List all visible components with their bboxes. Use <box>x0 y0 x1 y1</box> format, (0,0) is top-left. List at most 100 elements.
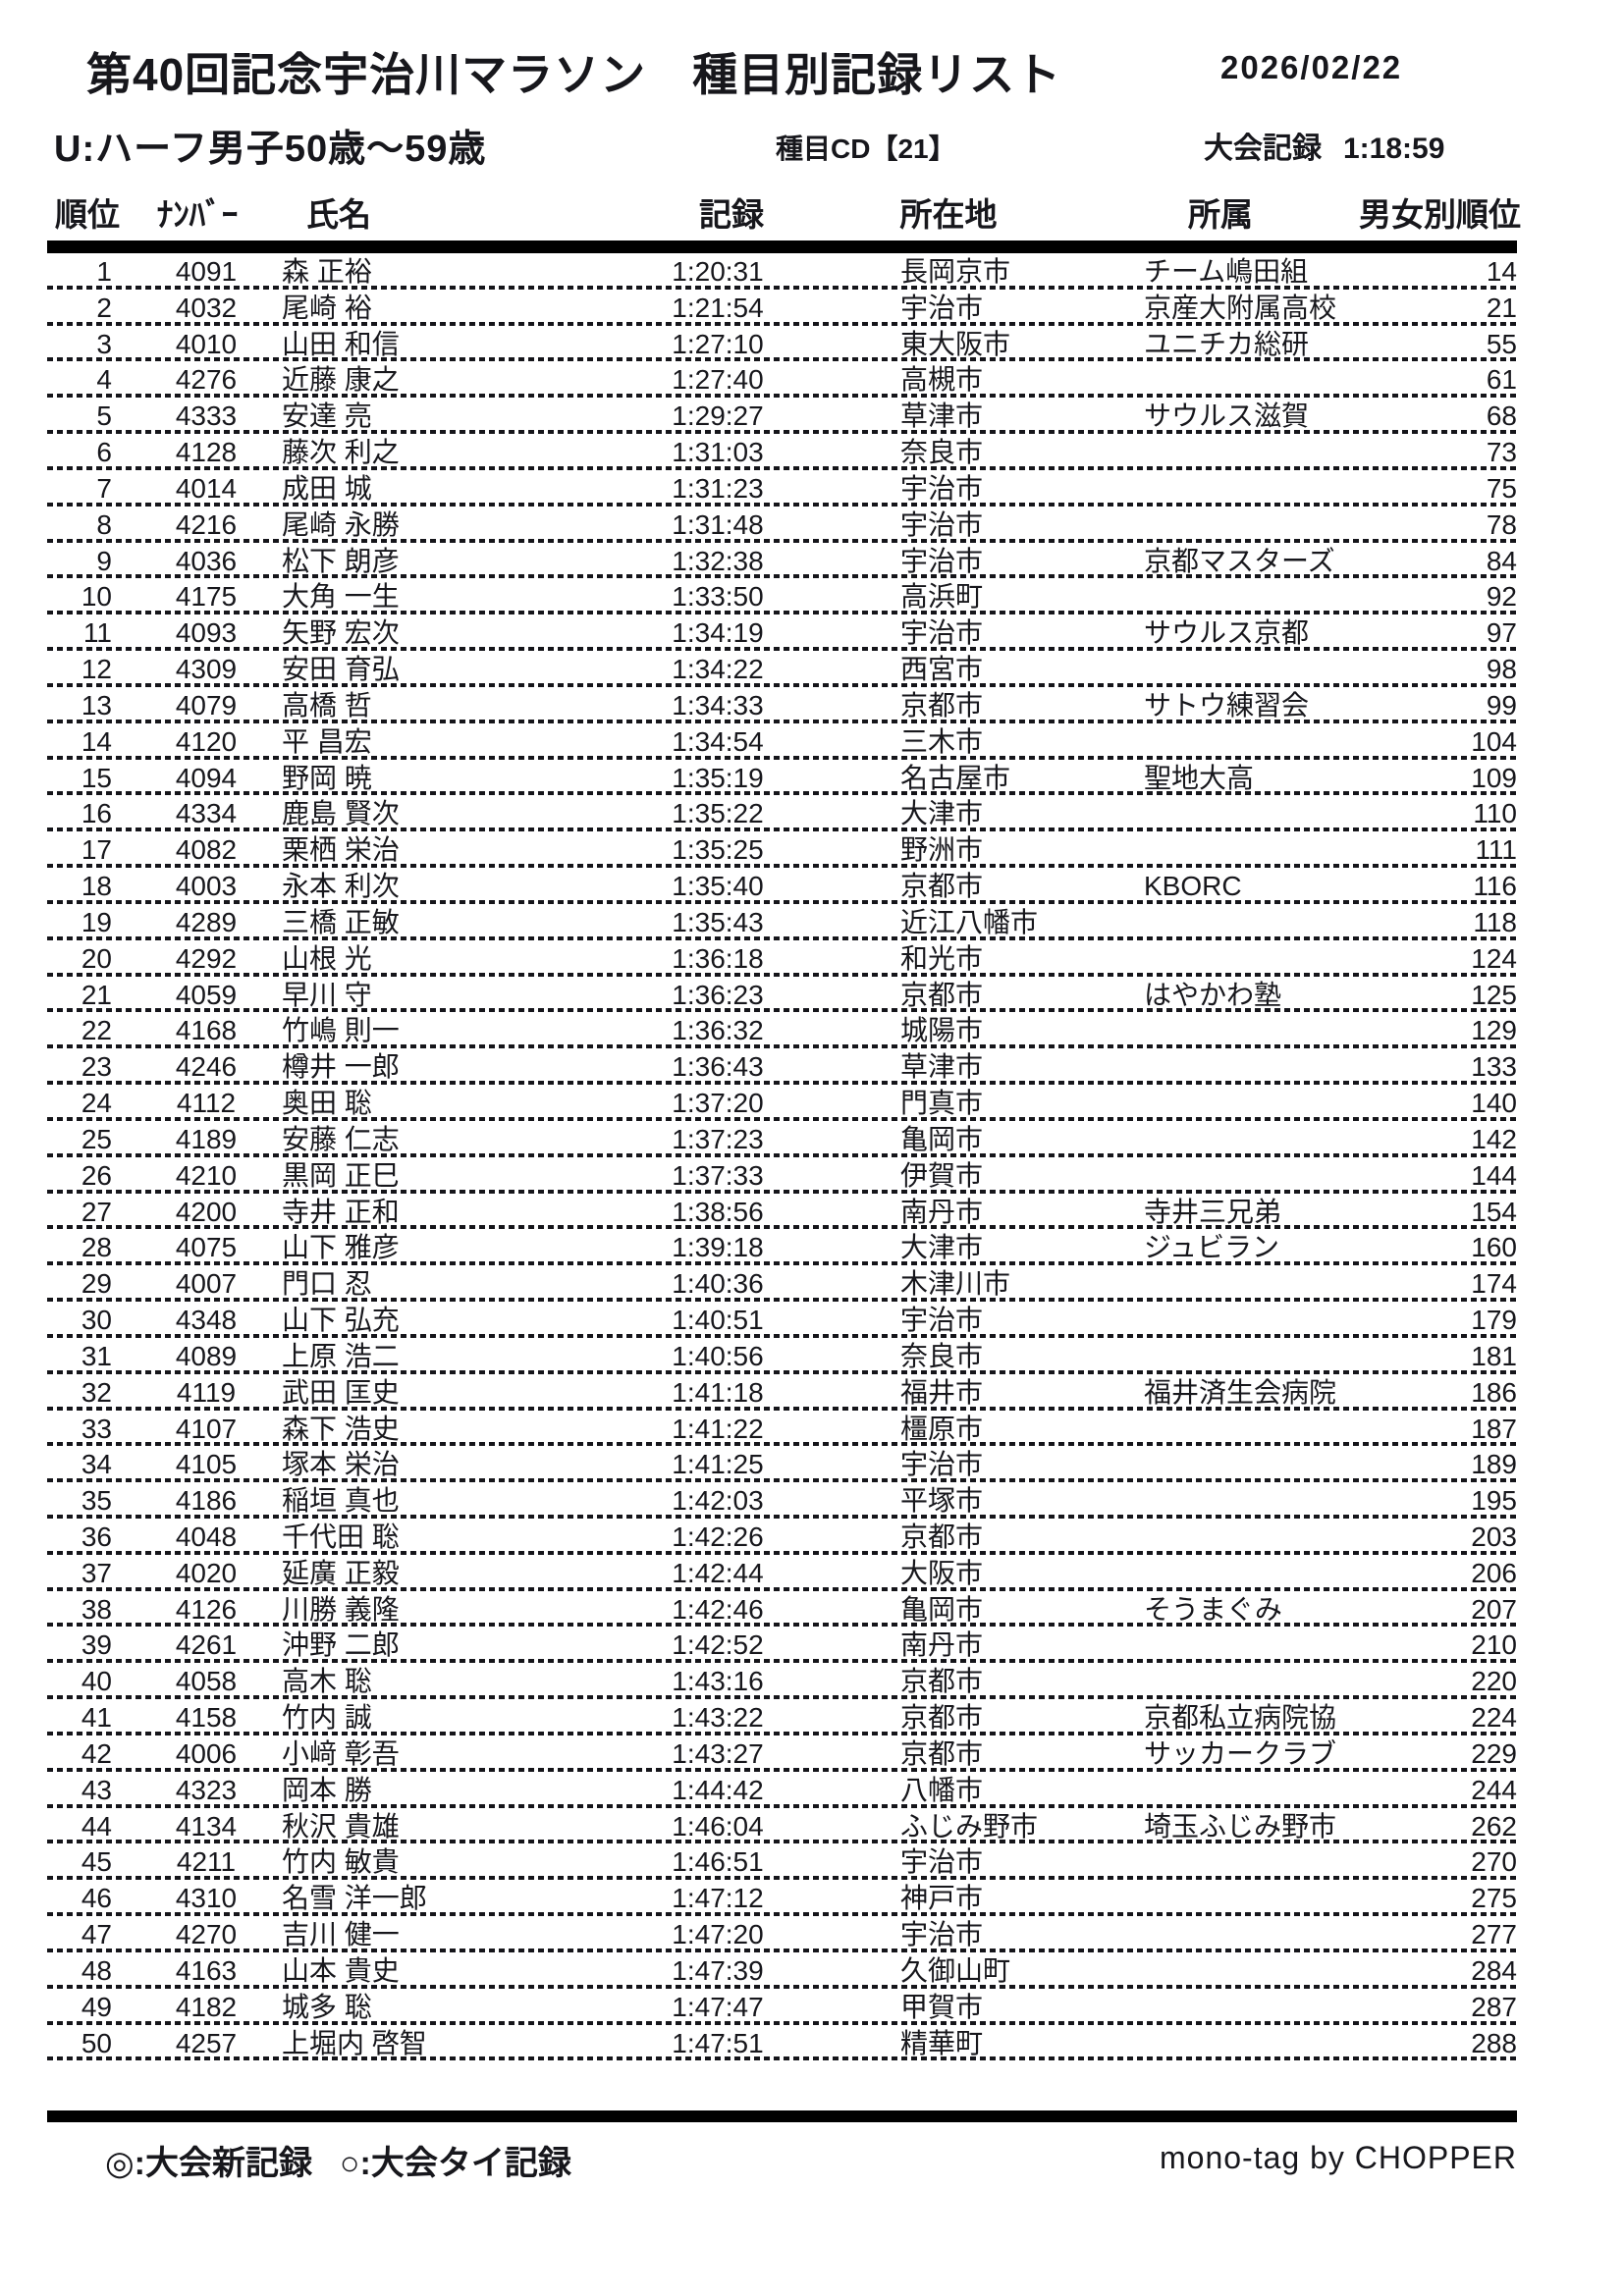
gender-rank-cell: 55 <box>1486 328 1517 359</box>
record-time-cell: 1:35:25 <box>672 834 764 866</box>
table-row: 20 4292 山根 光 1:36:18 和光市 124 <box>47 940 1517 977</box>
location-cell: 門真市 <box>900 1088 984 1119</box>
event-date: 2026/02/22 <box>1220 49 1403 85</box>
bib-number-cell: 4246 <box>175 1051 238 1083</box>
runner-name-cell: 尾崎 永勝 <box>282 508 400 540</box>
affiliation-cell: 京都マスターズ <box>1144 545 1335 576</box>
rank-cell: 14 <box>81 725 112 757</box>
location-cell: 木津川市 <box>900 1268 1011 1300</box>
runner-name-cell: 矢野 宏次 <box>282 617 400 649</box>
location-cell: 橿原市 <box>900 1413 984 1444</box>
rank-cell: 34 <box>81 1449 112 1480</box>
record-time-cell: 1:44:42 <box>672 1774 764 1805</box>
rank-cell: 12 <box>81 654 112 685</box>
record-time-cell: 1:47:12 <box>672 1883 764 1914</box>
header-record: 記録 <box>699 196 764 233</box>
record-time-cell: 1:42:26 <box>672 1521 764 1552</box>
bib-number-cell: 4003 <box>175 871 238 902</box>
runner-name-cell: 千代田 聡 <box>282 1521 400 1552</box>
record-time-cell: 1:36:32 <box>672 1015 764 1046</box>
location-cell: 宇治市 <box>900 472 984 504</box>
record-time-cell: 1:47:51 <box>672 2027 764 2058</box>
rank-cell: 40 <box>81 1666 112 1697</box>
location-cell: 京都市 <box>900 871 984 902</box>
gender-rank-cell: 110 <box>1473 798 1517 829</box>
runner-name-cell: 平 昌宏 <box>282 725 372 757</box>
table-row: 21 4059 早川 守 1:36:23 京都市 はやかわ塾 125 <box>47 977 1517 1013</box>
bib-number-cell: 4058 <box>175 1666 238 1697</box>
runner-name-cell: 城多 聡 <box>282 1991 372 2022</box>
location-cell: 京都市 <box>900 1521 984 1552</box>
table-row: 26 4210 黒岡 正巳 1:37:33 伊賀市 144 <box>47 1157 1517 1194</box>
runner-name-cell: 野岡 暁 <box>282 762 372 793</box>
runner-name-cell: 岡本 勝 <box>282 1774 372 1805</box>
meet-record-value: 1:18:59 <box>1343 133 1445 165</box>
record-time-cell: 1:43:22 <box>672 1702 764 1734</box>
runner-name-cell: 安達 亮 <box>282 400 372 432</box>
table-row: 11 4093 矢野 宏次 1:34:19 宇治市 サウルス京都 97 <box>47 614 1517 651</box>
table-row: 19 4289 三橋 正敏 1:35:43 近江八幡市 118 <box>47 904 1517 940</box>
location-cell: 平塚市 <box>900 1485 984 1517</box>
record-time-cell: 1:29:27 <box>672 400 764 432</box>
header-location: 所在地 <box>899 196 998 233</box>
location-cell: 大津市 <box>900 798 984 829</box>
table-row: 4 4276 近藤 康之 1:27:40 高槻市 61 <box>47 361 1517 399</box>
rank-cell: 49 <box>81 1991 112 2022</box>
table-row: 31 4089 上原 浩二 1:40:56 奈良市 181 <box>47 1338 1517 1374</box>
rank-cell: 1 <box>96 256 112 287</box>
table-row: 30 4348 山下 弘充 1:40:51 宇治市 179 <box>47 1302 1517 1338</box>
bib-number-cell: 4048 <box>175 1521 238 1552</box>
table-row: 28 4075 山下 雅彦 1:39:18 大津市 ジュビラン 160 <box>47 1229 1517 1266</box>
affiliation-cell: 埼玉ふじみ野市 <box>1144 1810 1337 1842</box>
bib-number-cell: 4112 <box>176 1088 237 1119</box>
runner-name-cell: 早川 守 <box>282 979 372 1010</box>
affiliation-cell: サトウ練習会 <box>1144 689 1310 721</box>
header-rank: 順位 <box>55 196 120 233</box>
bib-number-cell: 4094 <box>175 762 238 793</box>
table-row: 41 4158 竹内 誠 1:43:22 京都市 京都私立病院協 224 <box>47 1699 1517 1735</box>
bib-number-cell: 4010 <box>175 328 238 359</box>
header-gender-rank: 男女別順位 <box>1359 196 1521 233</box>
location-cell: 名古屋市 <box>900 762 1011 793</box>
gender-rank-cell: 61 <box>1486 364 1517 396</box>
gender-rank-cell: 277 <box>1471 1919 1517 1950</box>
gender-rank-cell: 154 <box>1471 1196 1517 1227</box>
gender-rank-cell: 140 <box>1471 1088 1517 1119</box>
rank-cell: 36 <box>81 1521 112 1552</box>
rank-cell: 26 <box>81 1159 112 1191</box>
rank-cell: 30 <box>81 1305 112 1336</box>
table-row: 50 4257 上堀内 啓智 1:47:51 精華町 288 <box>47 2025 1517 2061</box>
gender-rank-cell: 229 <box>1471 1737 1517 1769</box>
record-time-cell: 1:37:33 <box>672 1159 764 1191</box>
gender-rank-cell: 97 <box>1486 617 1517 649</box>
legend-new-record: ◎:大会新記録 <box>105 2145 312 2182</box>
runner-name-cell: 山本 貴史 <box>282 1954 400 1986</box>
record-time-cell: 1:20:31 <box>672 256 764 287</box>
gender-rank-cell: 220 <box>1471 1666 1517 1697</box>
rank-cell: 48 <box>81 1954 112 1986</box>
location-cell: 宇治市 <box>900 1846 984 1878</box>
table-row: 49 4182 城多 聡 1:47:47 甲賀市 287 <box>47 1989 1517 2025</box>
table-row: 33 4107 森下 浩史 1:41:22 橿原市 187 <box>47 1411 1517 1447</box>
record-time-cell: 1:35:19 <box>672 762 764 793</box>
bib-number-cell: 4105 <box>175 1449 238 1480</box>
runner-name-cell: 森下 浩史 <box>282 1413 400 1444</box>
runner-name-cell: 武田 匡史 <box>282 1376 400 1408</box>
footer-separator-bar <box>47 2110 1517 2122</box>
credit-text: mono-tag by CHOPPER <box>1159 2140 1517 2175</box>
bib-number-cell: 4216 <box>175 508 238 540</box>
gender-rank-cell: 21 <box>1486 292 1517 323</box>
record-time-cell: 1:35:40 <box>672 871 764 902</box>
record-time-cell: 1:31:03 <box>672 437 764 468</box>
location-cell: 西宮市 <box>900 654 984 685</box>
runner-name-cell: 門口 忍 <box>282 1268 372 1300</box>
location-cell: ふじみ野市 <box>900 1810 1039 1842</box>
runner-name-cell: 永本 利次 <box>282 871 400 902</box>
record-time-cell: 1:47:20 <box>672 1919 764 1950</box>
bib-number-cell: 4200 <box>175 1196 238 1227</box>
location-cell: 伊賀市 <box>900 1159 984 1191</box>
runner-name-cell: 成田 城 <box>282 472 372 504</box>
bib-number-cell: 4182 <box>175 1991 238 2022</box>
record-time-cell: 1:36:23 <box>672 979 764 1010</box>
